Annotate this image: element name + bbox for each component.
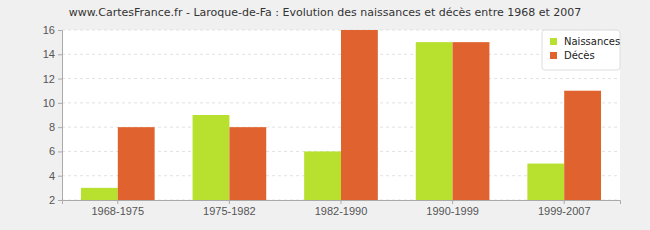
tick: 6 <box>49 145 62 157</box>
bar <box>229 127 266 200</box>
tick-label: 8 <box>49 121 55 133</box>
bars <box>81 30 601 200</box>
legend-label: Décès <box>564 50 595 61</box>
tick: 1999-2007 <box>538 200 591 217</box>
tick-label: 1968-1975 <box>91 205 144 217</box>
tick-label: 1990-1999 <box>426 205 479 217</box>
plot-area <box>62 30 620 200</box>
tick-mark <box>58 127 62 128</box>
tick-mark <box>58 30 62 31</box>
tick-mark <box>452 200 453 204</box>
tick-label: 14 <box>43 48 55 60</box>
tick-mark <box>58 54 62 55</box>
tick-label: 2 <box>49 194 55 206</box>
bar <box>118 127 155 200</box>
tick: 4 <box>49 170 62 182</box>
tick: 16 <box>43 24 62 36</box>
tick: 12 <box>43 73 62 85</box>
tick-mark <box>58 79 62 80</box>
grid <box>62 30 620 200</box>
axis-line <box>63 201 621 205</box>
bar <box>564 91 601 200</box>
background <box>0 0 650 230</box>
bar <box>341 30 378 200</box>
axis-line <box>58 31 63 201</box>
tick-mark <box>58 176 62 177</box>
plot: 2468101214161968-19751975-19821982-19901… <box>43 24 621 217</box>
bar <box>81 188 118 200</box>
legend-label: Naissances <box>564 36 620 47</box>
legend-item: Naissances <box>550 36 620 47</box>
legend: Naissances Décès <box>542 30 620 70</box>
tick-mark <box>341 200 342 204</box>
tick-label: 4 <box>49 170 55 182</box>
tick-mark <box>117 200 118 204</box>
tick-label: 1999-2007 <box>538 205 591 217</box>
tick: 10 <box>43 97 62 109</box>
tick-label: 16 <box>43 24 55 36</box>
tick-label: 10 <box>43 97 55 109</box>
tick: 1968-1975 <box>91 200 144 217</box>
title: www.CartesFrance.fr - Laroque-de-Fa : Ev… <box>69 6 582 19</box>
tick-mark <box>564 200 565 204</box>
bar <box>304 151 341 200</box>
bar <box>453 42 490 200</box>
bar <box>527 164 564 200</box>
tick-mark <box>58 200 62 201</box>
tick: 8 <box>49 121 62 133</box>
legend-swatch <box>550 52 557 59</box>
tick-label: 1975-1982 <box>203 205 256 217</box>
tick: 1982-1990 <box>315 200 368 217</box>
legend-item: Décès <box>550 50 595 61</box>
y-axis: 2 4 6 8 10 12 14 16 <box>43 24 63 206</box>
tick: 14 <box>43 48 62 60</box>
bar <box>416 42 453 200</box>
tick-label: 1982-1990 <box>315 205 368 217</box>
bar <box>193 115 230 200</box>
legend-box <box>542 30 620 70</box>
tick: 2 <box>49 194 62 206</box>
tick: 1975-1982 <box>203 200 256 217</box>
tick-mark <box>229 200 230 204</box>
chart: www.CartesFrance.fr - Laroque-de-Fa : Ev… <box>0 0 650 230</box>
tick-label: 6 <box>49 145 55 157</box>
tick-mark <box>58 103 62 104</box>
tick-mark <box>58 151 62 152</box>
x-axis: 1968-1975 1975-1982 1982-1990 1990-1999 1999… <box>63 200 621 217</box>
legend-swatch <box>550 38 557 45</box>
tick-label: 12 <box>43 73 55 85</box>
tick: 1990-1999 <box>426 200 479 217</box>
